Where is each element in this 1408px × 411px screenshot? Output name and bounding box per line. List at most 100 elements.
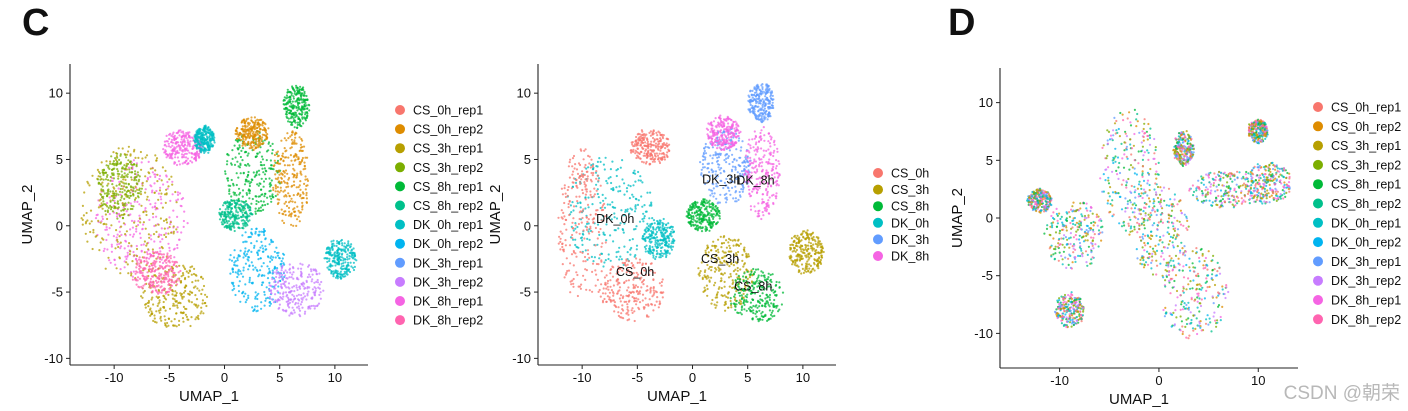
point — [213, 141, 216, 144]
point — [254, 127, 257, 130]
legend-swatch — [395, 238, 405, 249]
point — [227, 208, 230, 211]
point — [184, 267, 187, 271]
point — [295, 105, 298, 109]
point — [593, 256, 597, 259]
point — [207, 151, 210, 154]
point — [129, 161, 132, 164]
point — [628, 239, 631, 242]
point — [285, 115, 288, 118]
point — [601, 204, 605, 207]
point — [121, 147, 124, 150]
point — [127, 162, 130, 166]
point — [668, 226, 671, 229]
point — [152, 319, 155, 322]
point — [232, 225, 235, 228]
point — [233, 193, 236, 196]
point — [116, 202, 119, 205]
point — [619, 166, 622, 169]
point — [124, 233, 127, 236]
point — [213, 136, 216, 139]
point — [339, 259, 343, 262]
point — [131, 260, 134, 263]
point — [619, 189, 622, 193]
point — [304, 156, 307, 159]
point — [235, 127, 238, 130]
point — [278, 170, 281, 173]
point — [250, 228, 253, 231]
point — [167, 271, 170, 274]
point — [163, 151, 166, 154]
point — [281, 277, 284, 280]
point — [653, 291, 656, 295]
point — [238, 152, 241, 155]
point — [135, 179, 138, 182]
point — [287, 286, 290, 289]
point — [164, 318, 167, 321]
point — [164, 324, 167, 327]
point — [268, 304, 271, 307]
point — [149, 314, 152, 317]
point — [177, 160, 180, 163]
point — [276, 155, 279, 158]
point — [166, 264, 169, 267]
point — [569, 158, 572, 161]
point — [115, 215, 119, 218]
point — [243, 151, 247, 154]
point — [651, 136, 655, 140]
point — [287, 206, 291, 209]
point — [306, 114, 309, 117]
point — [308, 109, 311, 112]
point — [130, 163, 133, 166]
point — [289, 271, 292, 274]
point — [597, 263, 600, 266]
point — [137, 196, 140, 199]
point — [584, 178, 587, 181]
point — [336, 275, 340, 278]
point — [186, 144, 189, 147]
point — [231, 270, 235, 274]
point — [291, 123, 294, 126]
point — [255, 202, 258, 206]
point — [288, 306, 291, 309]
point — [301, 191, 304, 194]
point — [307, 290, 310, 293]
point — [244, 126, 247, 129]
point — [279, 162, 282, 165]
point — [134, 156, 137, 159]
point — [310, 280, 313, 283]
point — [564, 195, 568, 199]
point — [561, 232, 564, 235]
point — [740, 146, 743, 149]
point — [178, 264, 181, 267]
point — [306, 107, 309, 110]
point — [251, 197, 254, 201]
point — [609, 168, 613, 171]
point — [143, 289, 146, 293]
point — [336, 240, 339, 243]
point — [182, 134, 185, 137]
point — [649, 286, 653, 289]
point — [107, 206, 110, 209]
point — [164, 292, 167, 295]
point — [111, 190, 115, 193]
point — [163, 297, 166, 300]
point — [660, 133, 663, 137]
point — [244, 138, 247, 141]
point — [609, 279, 612, 282]
point — [238, 144, 241, 147]
point — [118, 242, 121, 245]
point — [619, 294, 623, 297]
point — [192, 146, 195, 149]
point — [97, 219, 100, 222]
point — [580, 283, 583, 286]
point — [204, 133, 207, 136]
point — [670, 230, 673, 233]
point — [154, 169, 157, 172]
point — [192, 272, 196, 276]
point — [350, 243, 353, 246]
point — [662, 217, 665, 221]
point — [106, 209, 109, 212]
point — [241, 189, 245, 192]
point — [167, 324, 170, 327]
